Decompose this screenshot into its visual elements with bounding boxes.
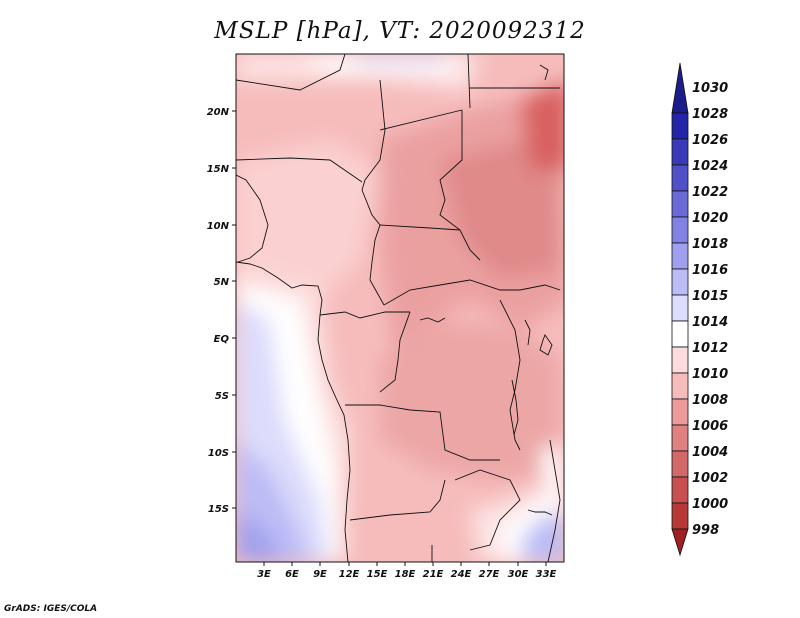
- border-angola-namibia: [349, 479, 446, 521]
- colorbar-swatch: [671, 190, 689, 218]
- border-cameroon: [361, 189, 385, 306]
- lat-label: 10N: [207, 221, 230, 232]
- colorbar-swatch: [671, 502, 689, 530]
- colorbar-swatch: [671, 112, 689, 140]
- red-sea-coast: [539, 64, 549, 81]
- lon-label: 15E: [367, 569, 388, 580]
- lat-label: 20N: [207, 107, 230, 118]
- colorbar-label: 1004: [692, 445, 728, 460]
- colorbar-swatch: [671, 216, 689, 244]
- colorbar-label: 998: [692, 523, 719, 538]
- border-great-lakes: [499, 299, 521, 451]
- lake-albert: [524, 319, 531, 346]
- field-1015-north: [350, 54, 450, 64]
- lon-label: 18E: [395, 569, 416, 580]
- colorbar-label: 1026: [692, 133, 728, 148]
- lat-label: EQ: [214, 334, 230, 345]
- colorbar-label: 1020: [692, 211, 728, 226]
- border-sahel: [236, 157, 363, 183]
- colorbar-label: 1016: [692, 263, 728, 278]
- field-1008-central: [380, 320, 560, 480]
- colorbar-label: 1030: [692, 81, 728, 96]
- colorbar-label: 1000: [692, 497, 728, 512]
- colorbar-swatch: [671, 138, 689, 166]
- colorbar-swatch: [671, 450, 689, 478]
- colorbar-label: 1014: [692, 315, 728, 330]
- grads-credit: GrADS: IGES/COLA: [4, 604, 98, 614]
- lake-tanganyika: [511, 379, 519, 436]
- lon-label: 9E: [313, 569, 327, 580]
- colorbar-swatch: [671, 346, 689, 374]
- map-title: MSLP [hPa], VT: 2020092312: [214, 18, 586, 44]
- colorbar-swatch: [671, 398, 689, 426]
- lat-label: 10S: [208, 448, 229, 459]
- border-angola-drc: [345, 404, 500, 461]
- colorbar: 1030 1028 1026 1024 1022 1020 1018 1016 1015 1014…: [671, 62, 728, 557]
- east-coastline: [547, 439, 561, 562]
- lon-label: 27E: [479, 569, 500, 580]
- lat-label: 15S: [208, 504, 229, 515]
- border-congo-drc: [379, 311, 411, 393]
- border-chad-sudan: [439, 110, 481, 261]
- colorbar-label: 1008: [692, 393, 728, 408]
- border-libya-egypt: [467, 54, 471, 109]
- colorbar-label: 1015: [692, 289, 728, 304]
- lon-label: 21E: [423, 569, 444, 580]
- field-1004-ne: [520, 82, 564, 170]
- colorbar-swatch: [671, 294, 689, 322]
- field-1018-ocean: [236, 510, 285, 562]
- colorbar-swatch: [671, 164, 689, 192]
- pressure-field: [236, 54, 564, 562]
- border-car-chad: [379, 224, 461, 231]
- colorbar-label: 1010: [692, 367, 728, 382]
- border-niger-chad: [361, 79, 386, 191]
- colorbar-label: 1024: [692, 159, 728, 174]
- lat-label: 5N: [214, 277, 230, 288]
- field-1012-west: [236, 140, 380, 300]
- lon-label: 3E: [257, 569, 271, 580]
- colorbar-label: 1012: [692, 341, 728, 356]
- border-north-west: [236, 54, 346, 91]
- colorbar-swatch: [671, 528, 689, 557]
- lon-label: 24E: [451, 569, 472, 580]
- lake-kariba: [527, 509, 553, 516]
- colorbar-label: 1028: [692, 107, 728, 122]
- lat-label: 5S: [215, 391, 229, 402]
- colorbar-label: 1002: [692, 471, 728, 486]
- field-1006-north: [440, 140, 560, 280]
- colorbar-swatch: [671, 320, 689, 348]
- colorbar-label: 1006: [692, 419, 728, 434]
- colorbar-label: 1018: [692, 237, 728, 252]
- lon-label: 33E: [536, 569, 557, 580]
- colorbar-label: 1022: [692, 185, 728, 200]
- lake-victoria: [539, 334, 553, 356]
- map-frame: [235, 53, 565, 563]
- boundaries: [236, 54, 561, 562]
- west-coastline: [236, 261, 351, 562]
- colorbar-swatch: [671, 62, 689, 114]
- colorbar-swatch: [671, 476, 689, 504]
- lon-label: 12E: [339, 569, 360, 580]
- drc-river: [419, 317, 446, 323]
- border-car-drc: [383, 279, 520, 306]
- colorbar-swatch: [671, 242, 689, 270]
- colorbar-swatch: [671, 268, 689, 296]
- colorbar-swatch: [671, 372, 689, 400]
- longitude-axis: 3E 6E 9E 12E 15E 18E 21E 24E 27E 30E 33E: [257, 562, 557, 580]
- west-africa-coast: [236, 174, 269, 263]
- border-gabon-congo: [319, 311, 410, 319]
- latitude-axis: 20N 15N 10N 5N EQ 5S 10S 15S: [207, 107, 236, 515]
- lon-label: 6E: [285, 569, 299, 580]
- lon-label: 30E: [508, 569, 529, 580]
- border-chad-libya: [379, 109, 463, 131]
- field-1016-se: [520, 515, 564, 562]
- lat-label: 15N: [207, 164, 230, 175]
- border-zambia-zimbabwe: [454, 469, 521, 551]
- border-uganda-kenya: [519, 284, 561, 291]
- colorbar-swatch: [671, 424, 689, 452]
